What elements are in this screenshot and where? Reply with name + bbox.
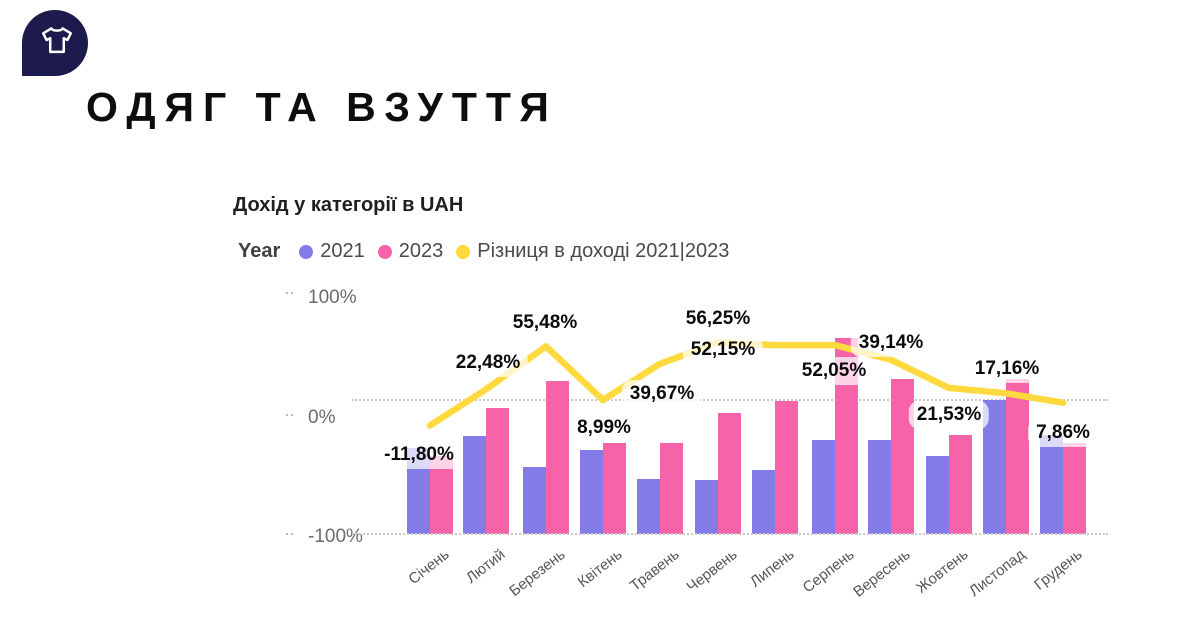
- chart-legend: Year 2021 2023 Різниця в доході 2021|202…: [238, 240, 729, 263]
- legend-item-2023[interactable]: 2023: [377, 240, 444, 263]
- bar-2023-Жовтень[interactable]: [949, 434, 972, 534]
- diff-value-label: 52,15%: [682, 336, 764, 364]
- diff-value-label: 39,14%: [850, 329, 932, 357]
- diff-value-label: 52,05%: [793, 357, 875, 385]
- y-axis-tick: [286, 533, 293, 535]
- bar-2023-Листопад[interactable]: [1006, 378, 1029, 534]
- y-axis-tick: [286, 292, 293, 294]
- y-axis-tick: [286, 414, 293, 416]
- diff-value-label: -11,80%: [376, 441, 462, 469]
- diff-value-label: 17,16%: [966, 355, 1048, 383]
- diff-value-label: 56,25%: [677, 305, 759, 333]
- legend-label: Year: [238, 240, 281, 262]
- bar-2023-Березень[interactable]: [546, 381, 569, 534]
- legend-item-diff[interactable]: Різниця в доході 2021|2023: [456, 240, 729, 263]
- gridline-baseline: [352, 533, 1108, 535]
- page-title: ОДЯГ ТА ВЗУТТЯ: [86, 84, 558, 130]
- diff-value-label: 21,53%: [908, 401, 990, 429]
- legend-item-label: Різниця в доході 2021|2023: [477, 240, 730, 262]
- bar-2023-Січень[interactable]: [430, 456, 453, 534]
- bar-2023-Липень[interactable]: [775, 401, 798, 534]
- bar-2021-Квітень[interactable]: [580, 449, 603, 534]
- legend-item-2021[interactable]: 2021: [299, 240, 365, 263]
- bar-2021-Листопад[interactable]: [983, 400, 1006, 534]
- diff-value-label: 22,48%: [447, 349, 529, 377]
- bar-2021-Вересень[interactable]: [868, 440, 891, 534]
- bar-2021-Травень[interactable]: [637, 479, 660, 534]
- legend-dot-2021-icon: [299, 244, 314, 259]
- bar-2023-Лютий[interactable]: [486, 408, 509, 534]
- legend-item-label: 2023: [398, 240, 444, 262]
- bar-2021-Січень[interactable]: [407, 448, 430, 534]
- y-axis-label: -100%: [308, 526, 363, 547]
- bar-2021-Липень[interactable]: [752, 469, 775, 534]
- bar-2021-Серпень[interactable]: [812, 440, 835, 534]
- chart-title: Дохід у категорії в UAH: [233, 194, 464, 216]
- diff-value-label: 55,48%: [504, 309, 586, 337]
- diff-value-label: 39,67%: [621, 380, 703, 408]
- bar-2021-Березень[interactable]: [523, 467, 546, 534]
- brand-logo[interactable]: [22, 10, 88, 76]
- tshirt-icon: [36, 22, 74, 65]
- bar-2021-Жовтень[interactable]: [926, 456, 949, 534]
- diff-value-label: 7,86%: [1028, 419, 1098, 447]
- bar-2023-Червень[interactable]: [718, 413, 741, 534]
- y-axis-label: 100%: [308, 287, 357, 308]
- legend-item-label: 2021: [320, 240, 365, 262]
- bar-2023-Вересень[interactable]: [891, 378, 914, 534]
- bar-2023-Грудень[interactable]: [1063, 442, 1086, 534]
- y-axis-label: 0%: [308, 407, 336, 428]
- bar-2021-Червень[interactable]: [695, 480, 718, 534]
- legend-dot-diff-icon: [456, 244, 471, 259]
- bar-2021-Грудень[interactable]: [1040, 434, 1063, 534]
- bar-2023-Травень[interactable]: [660, 442, 683, 534]
- bar-2023-Квітень[interactable]: [603, 442, 626, 534]
- bar-2021-Лютий[interactable]: [463, 436, 486, 534]
- legend-dot-2023-icon: [377, 244, 392, 259]
- diff-value-label: 8,99%: [569, 414, 639, 442]
